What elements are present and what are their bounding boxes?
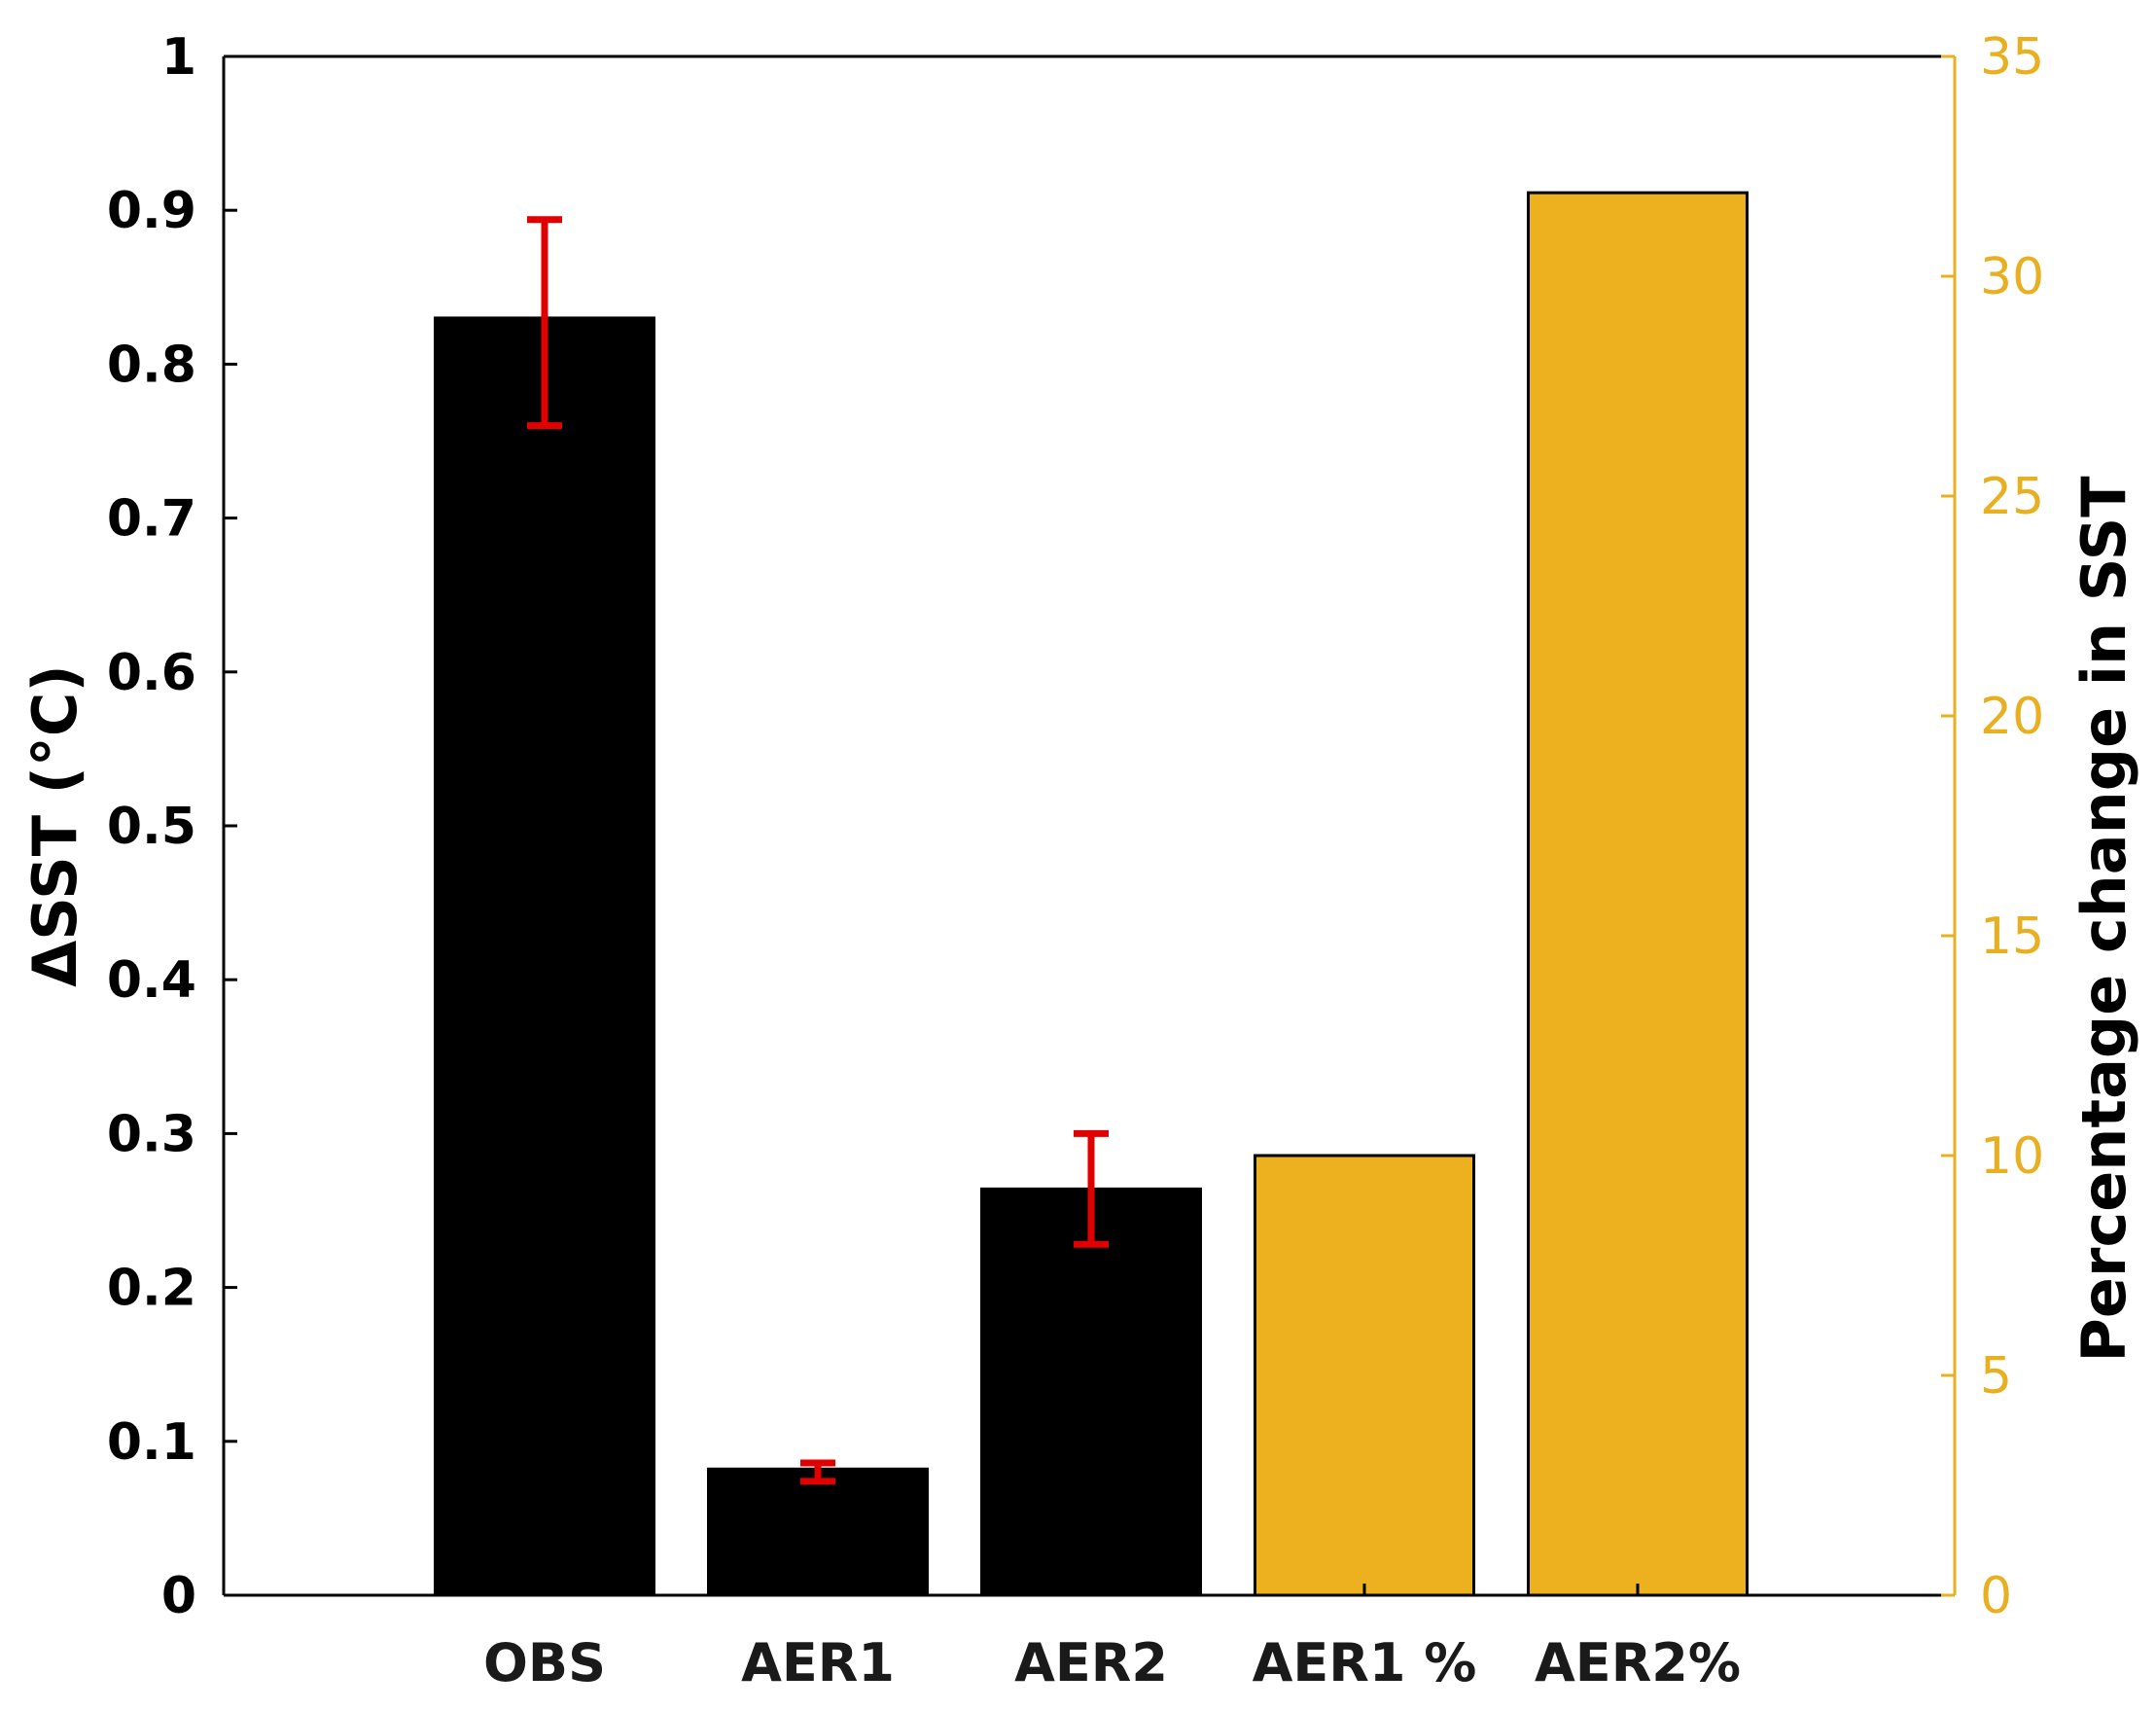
right-axis-label: Percentage change in SST (2068, 476, 2139, 1362)
left-tick-label: 0.1 (107, 1413, 196, 1472)
error-bar-aer1 (800, 1459, 835, 1485)
x-tick-label-aer2: AER2 (1014, 1632, 1168, 1693)
right-tick-label: 25 (1980, 468, 2044, 526)
right-tick-label: 0 (1980, 1567, 2012, 1625)
error-bars-layer (527, 216, 1109, 1485)
left-tick-label: 0.8 (107, 336, 196, 394)
right-tick-label: 35 (1980, 28, 2044, 87)
x-tick-label-aer2pct: AER2% (1535, 1632, 1741, 1693)
x-tick-label-obs: OBS (483, 1632, 606, 1693)
ticks-layer: 00.10.20.30.40.50.60.70.80.9105101520253… (107, 28, 2044, 1693)
left-tick-label: 1 (161, 28, 196, 87)
bar-aer1 (707, 1467, 929, 1597)
bar-aer2pct (1527, 191, 1749, 1597)
bar-obs (434, 316, 655, 1597)
error-bar-obs (527, 216, 562, 430)
left-tick-label: 0.7 (107, 490, 196, 549)
left-tick-label: 0.2 (107, 1260, 196, 1318)
bars-layer (434, 191, 1749, 1597)
bar-aer2 (980, 1187, 1202, 1597)
right-tick-label: 5 (1980, 1347, 2012, 1406)
right-tick-label: 30 (1980, 248, 2044, 306)
left-tick-label: 0.6 (107, 644, 196, 702)
left-tick-label: 0.9 (107, 182, 196, 240)
right-tick-label: 10 (1980, 1127, 2044, 1186)
left-tick-label: 0.3 (107, 1105, 196, 1163)
right-tick-label: 20 (1980, 688, 2044, 746)
bar-aer1-pct (1254, 1154, 1475, 1597)
left-axis-label: ΔSST (°C) (19, 664, 90, 987)
left-tick-label: 0 (161, 1567, 196, 1625)
left-tick-label: 0.4 (107, 951, 196, 1010)
x-tick-label-aer1: AER1 (741, 1632, 895, 1693)
right-tick-label: 15 (1980, 908, 2044, 966)
x-tick-label-aer1-pct: AER1 % (1253, 1632, 1477, 1693)
error-bar-aer2 (1074, 1129, 1109, 1248)
left-tick-label: 0.5 (107, 798, 196, 856)
